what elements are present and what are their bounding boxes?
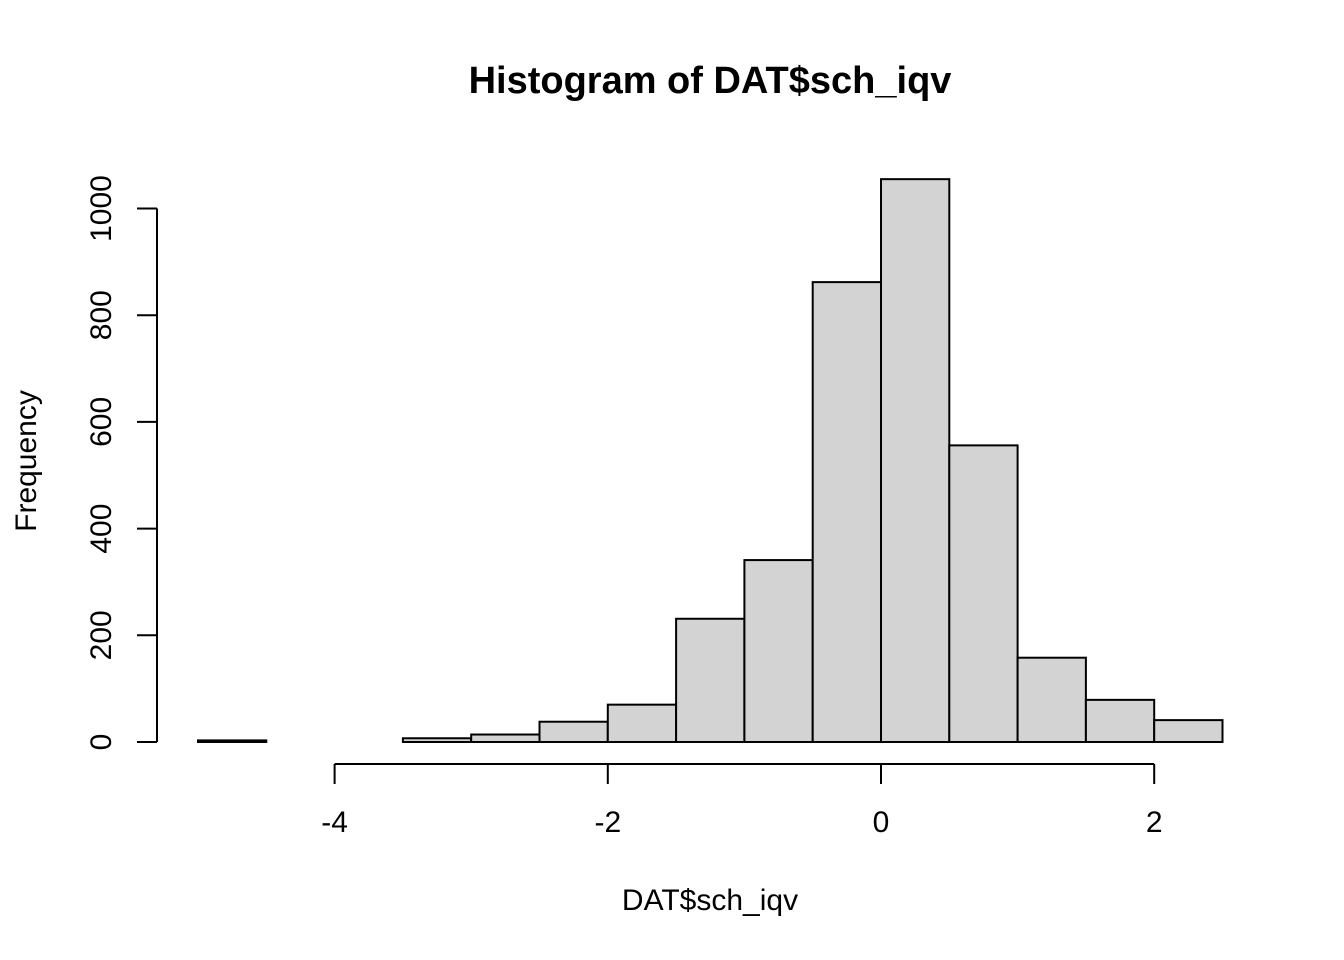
chart-title: Histogram of DAT$sch_iqv [469,60,952,102]
histogram-bar-0 [197,739,268,743]
y-tick-label: 400 [85,504,118,554]
histogram-bar-4 [470,733,541,744]
histogram-bar-9 [811,281,883,743]
histogram-bar-11 [948,444,1019,743]
histogram-bar-12 [1016,656,1087,743]
x-tick-label: -4 [321,806,348,839]
y-axis: 0 200 400 600 800 1000 [85,175,158,751]
histogram-bar-5 [538,720,609,743]
x-axis-label: DAT$sch_iqv [622,884,798,917]
x-tick-label: 0 [873,806,890,839]
histogram-bar-13 [1084,698,1156,744]
x-axis: -4 -2 0 2 [321,763,1163,839]
y-axis-label: Frequency [10,390,43,532]
histogram-bar-6 [606,703,678,744]
x-tick-label: -2 [594,806,621,839]
histogram-bar-3 [401,737,473,744]
histogram-bar-14 [1153,719,1224,744]
histogram-bar-10 [880,178,951,744]
histogram-bar-7 [675,617,746,743]
x-tick-label: 2 [1146,806,1163,839]
y-tick-label: 1000 [85,175,118,242]
y-tick-label: 200 [85,610,118,660]
histogram-bars [197,178,1224,744]
y-tick-label: 600 [85,397,118,447]
y-tick-label: 0 [85,734,118,751]
histogram-bar-8 [743,559,814,743]
y-tick-label: 800 [85,290,118,340]
